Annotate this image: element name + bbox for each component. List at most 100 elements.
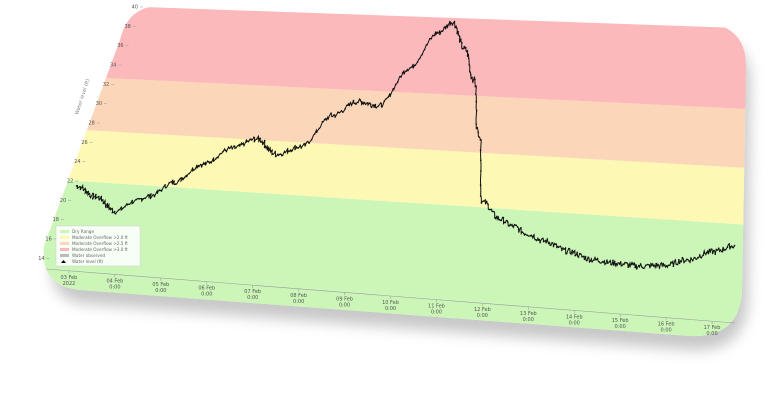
data-point bbox=[608, 260, 611, 263]
data-point bbox=[480, 170, 482, 172]
data-point bbox=[114, 213, 117, 215]
data-point bbox=[233, 145, 236, 147]
data-point bbox=[526, 234, 528, 236]
data-point bbox=[191, 167, 194, 170]
data-point bbox=[144, 197, 146, 200]
data-point bbox=[644, 264, 647, 267]
data-point bbox=[82, 186, 84, 189]
band-3 bbox=[72, 6, 747, 111]
data-point bbox=[581, 255, 583, 258]
data-point bbox=[662, 262, 664, 265]
data-point bbox=[222, 150, 224, 153]
data-point bbox=[432, 34, 435, 37]
data-point bbox=[89, 195, 91, 198]
data-point bbox=[380, 106, 383, 108]
data-point bbox=[596, 257, 599, 260]
data-point bbox=[436, 31, 438, 34]
data-point bbox=[569, 252, 571, 254]
data-point bbox=[219, 152, 222, 155]
data-point bbox=[135, 198, 137, 201]
data-point bbox=[310, 139, 313, 141]
data-point bbox=[392, 88, 395, 90]
data-point bbox=[212, 160, 215, 162]
data-point bbox=[412, 66, 415, 69]
data-point bbox=[407, 69, 409, 72]
x-tick-sublabel: 0:00 bbox=[339, 302, 350, 308]
y-axis: 14 16 18 20 22 24 26 28 30 32 34 36 38 40 bbox=[38, 5, 143, 262]
data-point bbox=[658, 267, 661, 269]
y-tick-label: 30 bbox=[96, 101, 102, 107]
data-point bbox=[453, 20, 456, 23]
data-point bbox=[554, 243, 557, 246]
data-point bbox=[85, 190, 88, 193]
data-point bbox=[520, 227, 522, 229]
data-point bbox=[488, 208, 490, 211]
data-point bbox=[337, 111, 339, 113]
data-point bbox=[479, 195, 482, 197]
data-point bbox=[342, 111, 344, 113]
data-point bbox=[383, 100, 386, 103]
data-point bbox=[291, 149, 294, 152]
data-point bbox=[653, 264, 656, 267]
data-point bbox=[196, 165, 198, 167]
data-point bbox=[235, 147, 237, 149]
data-point bbox=[334, 116, 336, 118]
data-point bbox=[372, 104, 375, 106]
data-point bbox=[443, 26, 446, 29]
data-point bbox=[461, 47, 464, 50]
data-point bbox=[498, 218, 501, 221]
data-point bbox=[437, 32, 440, 34]
data-point bbox=[253, 136, 255, 139]
data-point bbox=[561, 249, 563, 251]
data-point bbox=[224, 149, 226, 152]
data-point bbox=[584, 255, 587, 258]
data-point bbox=[477, 131, 480, 133]
data-point bbox=[667, 264, 670, 267]
data-point bbox=[350, 103, 352, 105]
data-point bbox=[249, 138, 251, 141]
data-point bbox=[403, 72, 406, 75]
data-point bbox=[423, 48, 426, 51]
data-point bbox=[414, 64, 417, 67]
data-point bbox=[75, 185, 78, 187]
data-point bbox=[474, 85, 477, 88]
data-point bbox=[288, 150, 290, 152]
data-point bbox=[421, 53, 423, 56]
data-point bbox=[321, 120, 324, 123]
x-tick-sublabel: 0:00 bbox=[385, 306, 396, 312]
data-point bbox=[524, 233, 527, 235]
data-point bbox=[618, 263, 621, 265]
data-point bbox=[551, 241, 553, 244]
data-point bbox=[601, 261, 604, 263]
data-point bbox=[536, 239, 538, 242]
data-point bbox=[274, 150, 277, 153]
data-point bbox=[482, 200, 485, 202]
data-point bbox=[313, 133, 316, 135]
data-point bbox=[82, 189, 85, 192]
legend-swatch bbox=[60, 236, 69, 239]
data-point bbox=[455, 27, 458, 29]
data-point bbox=[274, 155, 277, 158]
data-point bbox=[142, 198, 145, 200]
data-point bbox=[693, 256, 696, 259]
data-point bbox=[471, 76, 473, 79]
data-point bbox=[359, 99, 362, 101]
data-point bbox=[242, 143, 245, 146]
data-point bbox=[394, 83, 397, 86]
data-point bbox=[724, 249, 727, 251]
y-tick-label: 40 bbox=[132, 5, 138, 11]
data-point bbox=[92, 192, 94, 195]
data-point bbox=[327, 118, 329, 120]
data-point bbox=[507, 221, 509, 224]
data-point bbox=[104, 202, 106, 205]
data-point bbox=[315, 131, 318, 133]
data-point bbox=[691, 259, 694, 262]
x-tick-sublabel: 0:00 bbox=[706, 331, 717, 337]
data-point bbox=[228, 147, 230, 149]
data-point bbox=[245, 139, 248, 142]
data-point bbox=[681, 256, 684, 259]
data-point bbox=[547, 242, 550, 245]
data-point bbox=[518, 231, 520, 233]
